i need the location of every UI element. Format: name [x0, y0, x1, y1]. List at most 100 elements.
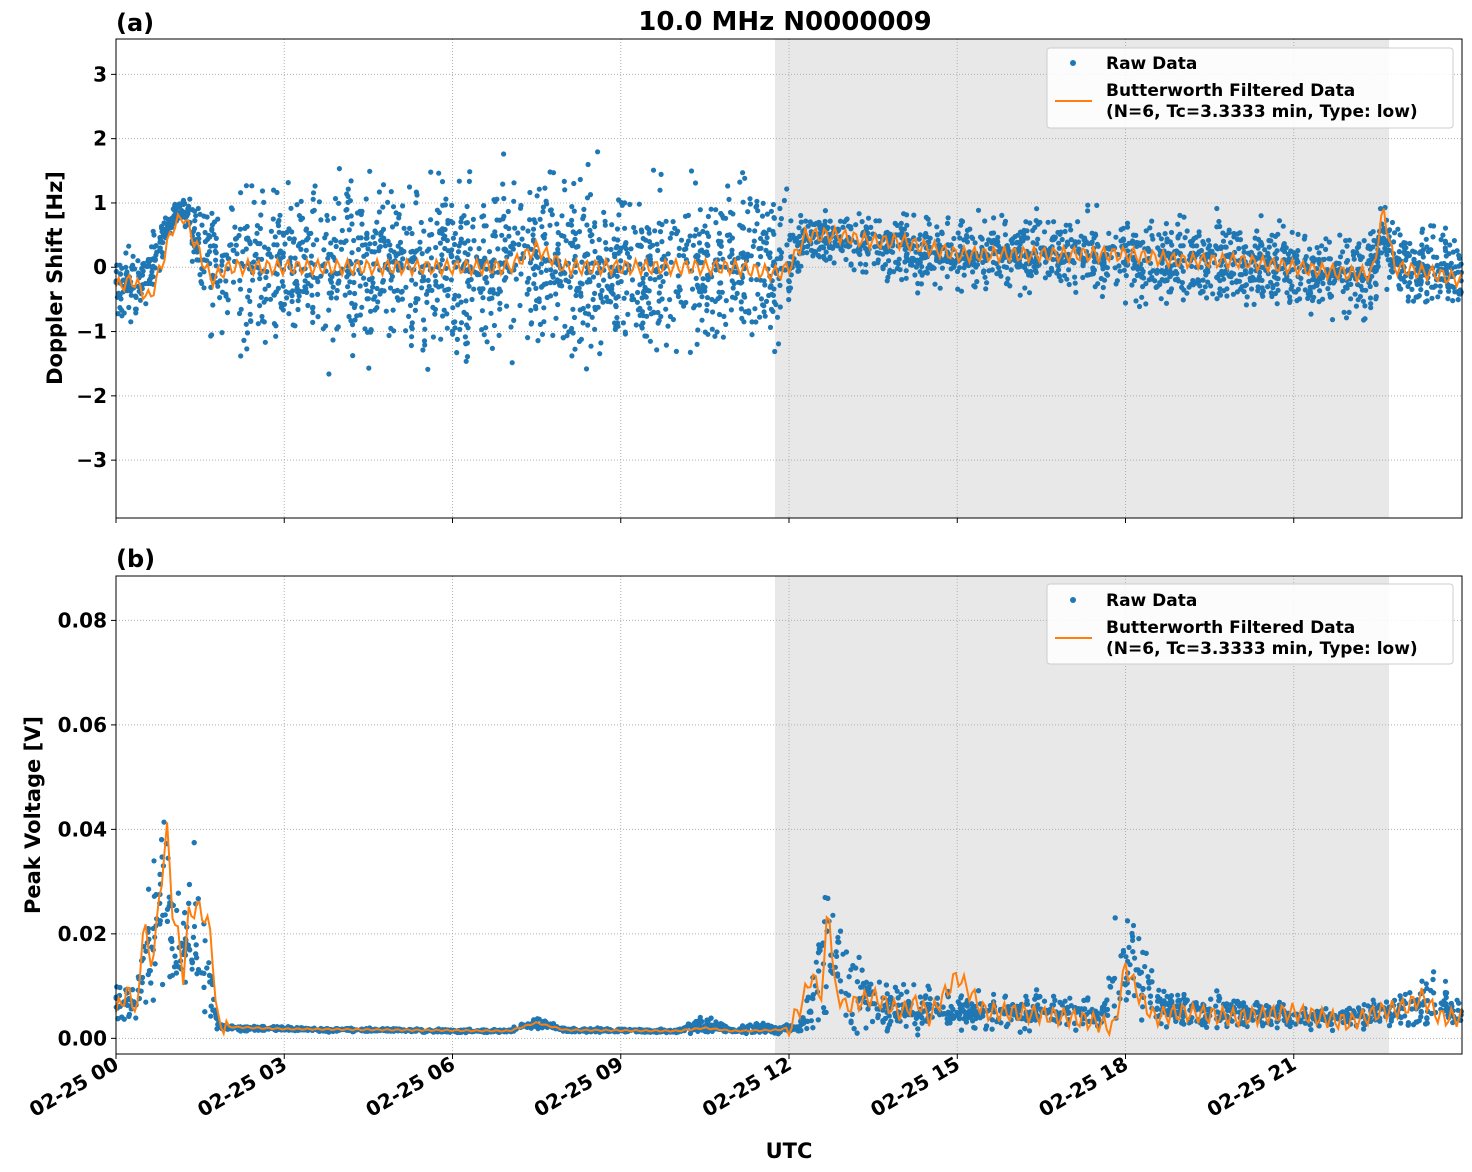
panel-a-raw-point	[1434, 263, 1440, 269]
panel-a-raw-point	[1443, 253, 1449, 259]
panel-a-raw-point	[511, 180, 517, 186]
panel-a-raw-point	[784, 186, 790, 192]
panel-a-raw-point	[1348, 296, 1354, 302]
panel-a-raw-point	[1034, 206, 1040, 212]
panel-a-raw-point	[1028, 268, 1034, 275]
panel-a-raw-point	[328, 295, 334, 301]
panel-a-raw-point	[530, 232, 536, 238]
panel-a-raw-point	[752, 306, 758, 312]
panel-a-raw-point	[688, 168, 695, 174]
panel-a-raw-point	[247, 311, 253, 317]
panel-a-raw-point	[958, 222, 964, 228]
panel-a-raw-point	[1285, 251, 1291, 257]
panel-a-raw-point	[555, 241, 562, 247]
panel-a-raw-point	[489, 273, 495, 279]
panel-a-raw-point	[421, 338, 428, 344]
panel-a-raw-point	[1002, 218, 1009, 224]
panel-a-raw-point	[326, 371, 332, 377]
panel-a-raw-point	[650, 167, 657, 173]
panel-a-raw-point	[580, 216, 586, 222]
panel-a-raw-point	[351, 237, 357, 244]
panel-a-raw-point	[1403, 257, 1409, 263]
panel-a-raw-point	[191, 226, 198, 232]
panel-a-raw-point	[1194, 243, 1200, 249]
panel-a-raw-point	[1337, 232, 1343, 238]
panel-a-raw-point	[966, 262, 972, 269]
panel-a-raw-point	[1286, 256, 1292, 262]
panel-a-raw-point	[195, 205, 201, 212]
panel-a-raw-point	[359, 221, 365, 227]
panel-a-raw-point	[759, 213, 766, 219]
panel-a-raw-point	[1350, 249, 1356, 255]
panel-a-raw-point	[586, 311, 592, 317]
panel-a-raw-point	[612, 320, 618, 326]
panel-a-raw-point	[654, 347, 660, 353]
panel-a-raw-point	[815, 252, 821, 259]
panel-a-raw-point	[804, 250, 810, 256]
panel-a-raw-point	[1344, 243, 1350, 249]
panel-a-raw-point	[1260, 293, 1266, 299]
panel-a-raw-point	[1051, 219, 1057, 225]
panel-a-raw-point	[1071, 260, 1077, 266]
panel-a-raw-point	[659, 296, 665, 302]
panel-a-raw-point	[409, 277, 415, 283]
panel-a-raw-point	[934, 224, 940, 230]
panel-a-raw-point	[1302, 233, 1308, 239]
panel-a-raw-point	[1363, 287, 1369, 293]
panel-a-raw-point	[642, 333, 648, 339]
panel-a-raw-point	[1433, 283, 1439, 289]
panel-a-raw-point	[702, 329, 708, 335]
panel-a-raw-point	[248, 318, 254, 324]
panel-a-raw-point	[700, 276, 706, 282]
panel-a-raw-point	[934, 232, 941, 238]
panel-a-raw-point	[945, 215, 951, 221]
panel-a-raw-point	[624, 290, 630, 296]
panel-a-raw-point	[838, 247, 844, 253]
panel-a-raw-point	[433, 244, 439, 251]
panel-a-raw-point	[670, 219, 676, 225]
panel-a-raw-point	[693, 275, 699, 281]
panel-a-raw-point	[205, 236, 211, 242]
panel-a-raw-point	[798, 212, 804, 219]
panel-a-raw-point	[749, 319, 755, 325]
panel-a-raw-point	[238, 353, 244, 359]
panel-a-raw-point	[538, 269, 544, 275]
panel-a-raw-point	[133, 306, 139, 312]
panel-a-raw-point	[432, 311, 438, 317]
panel-a-raw-point	[397, 239, 404, 245]
panel-a-raw-point	[425, 277, 431, 283]
panel-a-raw-point	[262, 286, 268, 292]
panel-a-raw-point	[778, 254, 784, 260]
panel-a-raw-point	[505, 208, 511, 215]
panel-a-raw-point	[406, 184, 413, 190]
panel-a-raw-point	[404, 230, 410, 236]
panel-a-raw-point	[975, 207, 982, 213]
panel-a-raw-point	[482, 276, 488, 282]
panel-a-raw-point	[407, 225, 413, 231]
panel-a-raw-point	[638, 323, 645, 329]
panel-a-raw-point	[1325, 286, 1331, 292]
panel-a-raw-point	[450, 305, 456, 311]
panel-a-raw-point	[1117, 268, 1123, 274]
panel-a-raw-point	[305, 302, 311, 309]
panel-a-raw-point	[663, 271, 669, 277]
panel-a-raw-point	[449, 253, 455, 259]
panel-a-raw-point	[676, 284, 682, 290]
panel-a-raw-point	[1085, 208, 1091, 214]
panel-a-raw-point	[386, 332, 392, 339]
panel-a-raw-point	[524, 291, 530, 297]
panel-a-raw-point	[388, 325, 394, 331]
panel-a-raw-point	[1441, 260, 1447, 267]
panel-a-raw-point	[398, 246, 404, 253]
panel-a-raw-point	[357, 312, 363, 318]
panel-a-raw-point	[937, 285, 943, 291]
panel-a-raw-point	[727, 254, 733, 260]
panel-a-raw-point	[1245, 250, 1251, 256]
panel-a-raw-point	[1387, 227, 1393, 233]
panel-a-raw-point	[462, 250, 468, 256]
panel-a-raw-point	[612, 326, 618, 332]
panel-a-raw-point	[542, 185, 548, 191]
panel-a-raw-point	[272, 234, 278, 240]
panel-a-raw-point	[1021, 231, 1027, 237]
panel-a-raw-point	[1437, 283, 1443, 289]
